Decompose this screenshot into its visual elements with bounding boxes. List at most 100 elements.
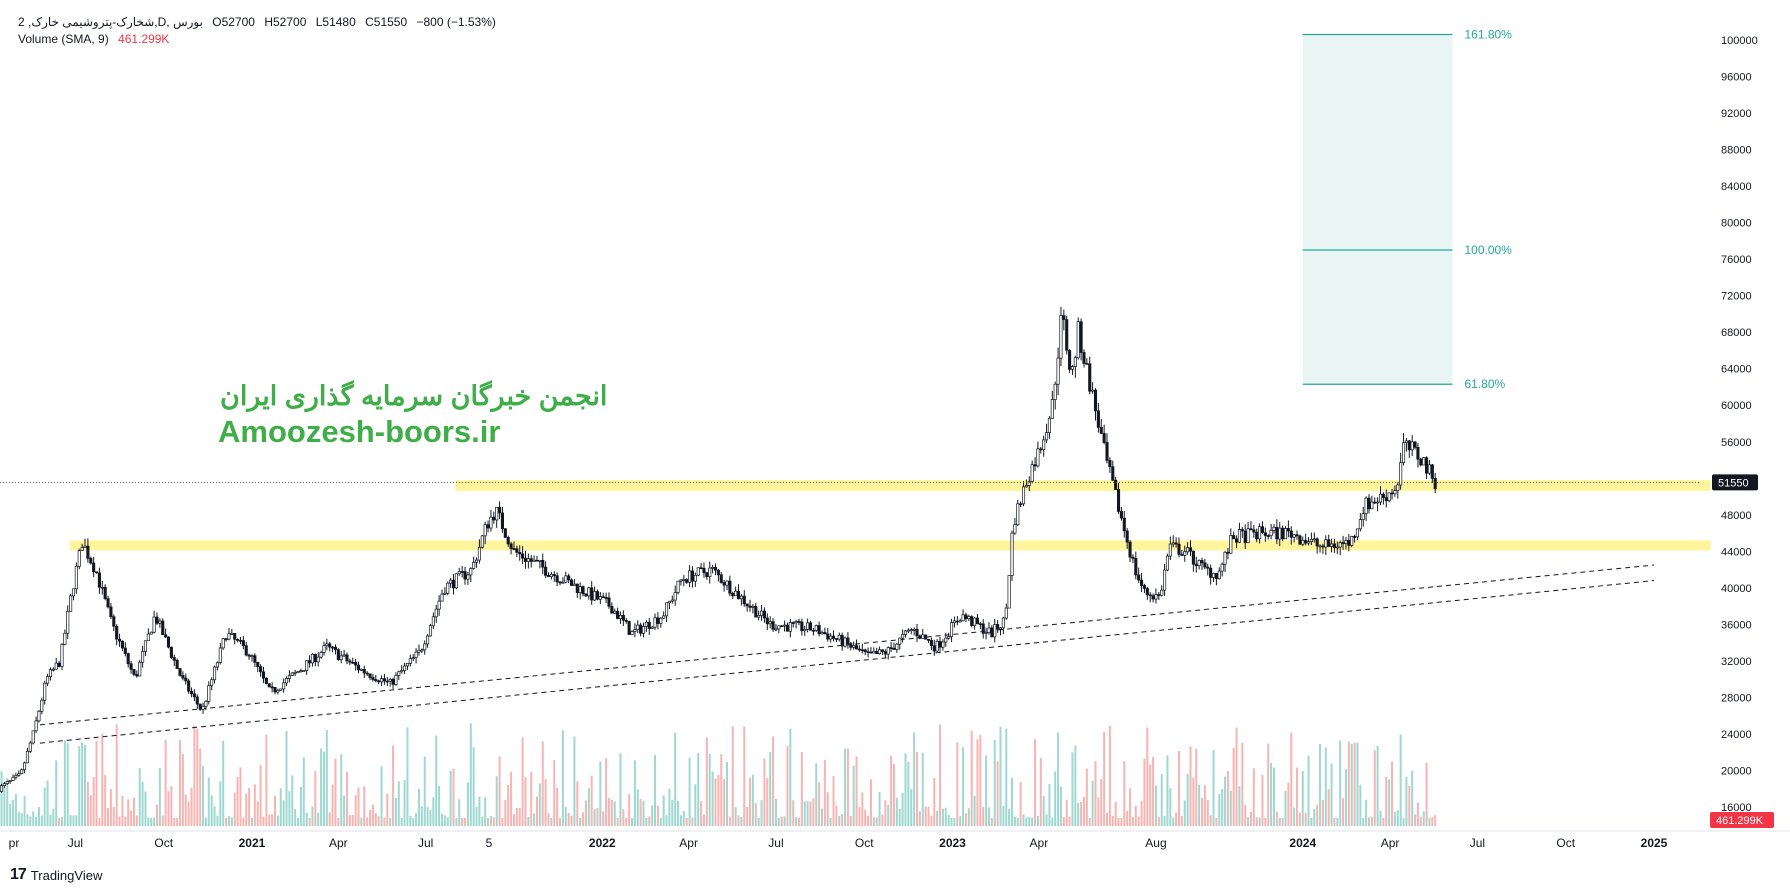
time-tick-label: Jul [1470,836,1485,850]
volume-bar [875,817,878,826]
volume-bar [1356,742,1359,826]
volume-bar [654,754,657,826]
volume-bar [1114,801,1117,826]
volume-bar [795,817,798,826]
volume-bar [659,817,662,826]
candle-body [1376,501,1380,504]
time-tick-label: 5 [486,836,493,850]
volume-bar [138,768,141,826]
candle-body [1353,536,1357,538]
volume-bar [60,817,63,826]
candle-body [472,561,476,569]
price-axis[interactable]: 100000 96000 92000 88000 84000 80000 76000 7200… [1710,35,1774,828]
volume-bar [1008,808,1011,826]
volume-bar [507,785,510,826]
volume-bar [1028,816,1031,826]
candle-body [1088,363,1092,392]
time-axis[interactable]: pr Jul Oct 2021 Apr Jul 5 2022 Apr Jul Oct 2023 Apr A… [0,830,1790,850]
volume-bar [383,817,386,826]
symbol-title[interactable]: 2 ,شخارک-پتروشیمی خارک,D, بورس [18,15,203,29]
volume-bar [662,795,665,826]
support-resistance-zones[interactable] [69,480,1711,551]
candle-body [990,627,994,638]
volume-bar [1298,812,1301,826]
candle-body [414,651,418,659]
candle-body [1053,383,1057,400]
volume-bar [435,735,438,826]
candle-body [1010,532,1014,576]
volume-bar [1180,815,1183,826]
candle-body [791,622,795,624]
candle-body [1027,481,1031,486]
volume-bar [484,797,487,826]
volume-bar [976,739,979,826]
volume-bar [1201,797,1204,826]
candle-body [1030,464,1034,482]
candle-body [92,562,96,573]
candle-body [593,591,597,601]
volume-bar [357,787,360,826]
volume-bar [1344,769,1347,826]
candle-body [336,649,340,660]
candle-body [739,595,743,600]
volume-bar [708,753,711,826]
candle-body [132,669,136,675]
volume-bar [84,744,87,826]
candle-body [604,597,608,599]
volume-bar [772,736,775,826]
fib-level-label: 161.80% [1464,28,1512,42]
volume-bar [723,778,726,826]
candle-body [944,637,948,643]
volume-bar [844,748,847,826]
candle-body [1275,526,1279,540]
volume-bar [1068,816,1071,826]
volume-bar [1198,784,1201,826]
volume-bar [481,816,484,826]
volume-indicator-label[interactable]: Volume (SMA, 9) [18,32,109,46]
volume-bar [1339,740,1342,826]
volume-bar [1186,773,1189,826]
candle-body [685,579,689,583]
candle-body [342,654,346,657]
candle-body [544,566,548,576]
tradingview-branding[interactable]: 17 TradingView [10,866,102,884]
volume-bar [55,760,58,826]
candle-body [728,580,732,594]
volume-bar [728,816,731,826]
volume-bar [527,816,530,826]
volume-bar [219,781,222,826]
volume-bar [625,817,628,826]
volume-bar [1051,817,1054,826]
candle-body [806,622,810,630]
volume-bar [466,782,469,826]
volume-bar [1414,814,1417,826]
price-tick-label: 36000 [1721,619,1752,631]
ohlc-change: −800 (−1.53%) [416,15,496,29]
candle-body [1045,432,1049,441]
candle-body [169,646,173,658]
volume-bar [533,813,536,826]
candle-body [1119,511,1123,519]
volume-bar [987,807,990,826]
candle-body [299,670,303,673]
candle-body [1134,558,1138,576]
trendlines[interactable] [39,564,1655,744]
candle-body [388,678,392,682]
volume-bar [412,817,415,826]
price-tick-label: 84000 [1721,181,1752,193]
volume-bar [1002,805,1005,826]
candle-body [719,574,723,583]
candle-body [175,659,179,669]
volume-bar [147,817,150,826]
volume-bar [23,795,26,826]
candle-body [356,664,361,671]
candle-body [385,680,389,683]
volume-bar [1232,747,1235,826]
candle-body [1140,579,1144,586]
volume-bar [685,817,688,826]
volume-bar [1316,804,1319,826]
candle-body [1364,497,1368,514]
candle-body [650,626,654,629]
fibonacci-retracement[interactable]: 161.80% 100.00% 61.80% [1302,28,1512,392]
